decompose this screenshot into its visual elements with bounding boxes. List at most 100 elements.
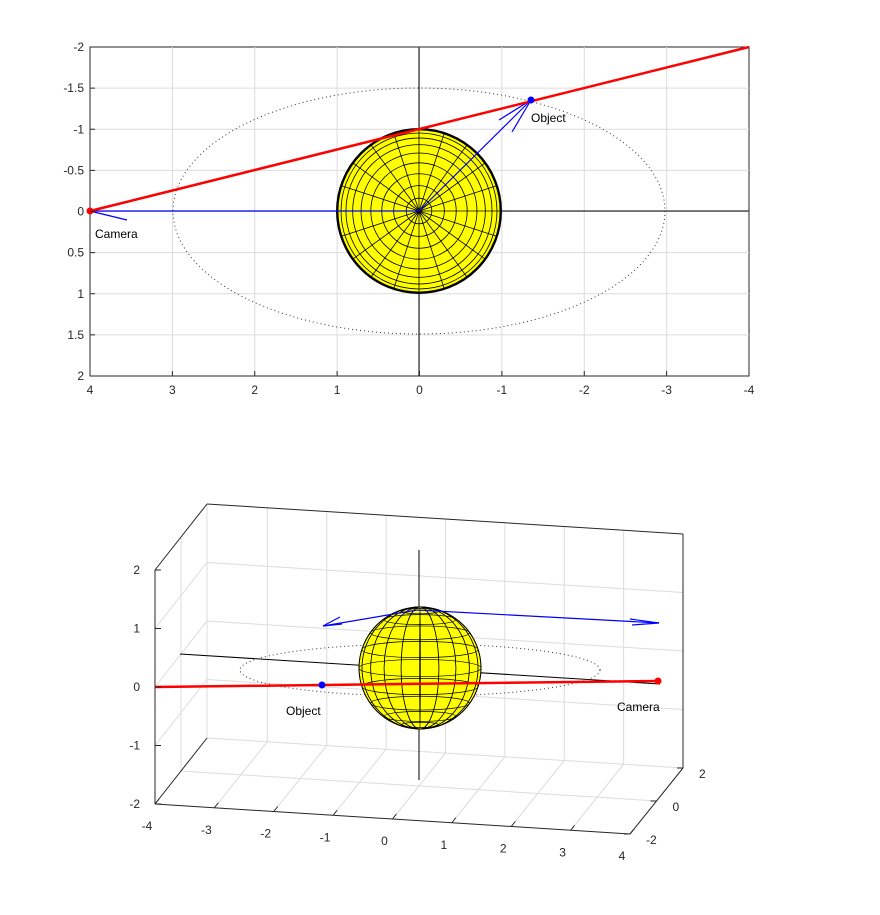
top-sphere-meridian [352,210,420,260]
top-sphere-meridian [393,132,420,212]
bottom-grid-floor-mid [180,770,658,802]
bottom-z-tick-label: -2 [129,797,140,811]
top-sphere-meridian [370,144,420,212]
bottom-object-label: Object [286,704,321,718]
top-sphere-meridian [352,162,420,212]
bottom-object-arrowhead-a [322,616,341,627]
top-orbit-ellipse [172,87,666,335]
top-y-tick-label: -2 [73,40,84,54]
bottom-x-tick-label: -4 [142,819,153,833]
top-x-tick-label: -1 [497,383,508,397]
bottom-box-back-top-edge [206,503,684,535]
bottom-x-tick-mark [273,806,279,812]
top-sphere-meridian [418,144,468,212]
top-sphere-meridian [340,185,420,212]
bottom-camera-point [654,677,662,685]
bottom-sight-line [154,679,660,689]
bottom-z-tick-labels: 2 1 0 -1 -2 [129,563,161,811]
bottom-x-tick-label: 3 [559,845,566,859]
top-sphere-meridian [418,210,486,260]
bottom-z-tick-label: -1 [129,739,140,753]
bottom-x-tick-label: -1 [320,830,331,844]
bottom-grid-floor-back-edge [206,737,684,769]
top-axes: Camera Object 4 3 2 1 0 -1 -2 -3 -4 -2 -1.5 -1 -0.5… [63,40,754,397]
bottom-x-tick-mark [392,813,397,820]
top-sphere-meridian [418,185,498,212]
top-object-label: Object [531,111,566,125]
bottom-grid [154,504,684,831]
bottom-y-tick-label: 2 [699,767,706,781]
bottom-x-tick-mark [451,817,457,824]
top-sphere-meridian [393,210,420,290]
top-x-tick-label: -2 [579,383,590,397]
bottom-sphere-parallel [370,625,470,641]
top-y-tick-label: 0 [77,205,84,219]
top-sphere-meridian [418,132,445,212]
bottom-x-tick-mark [570,824,576,831]
bottom-sphere-parallel [370,695,470,711]
bottom-sphere-outline [358,606,482,730]
bottom-camera-arrowhead-b [631,622,660,626]
top-y-tick-label: 1.5 [67,328,84,342]
top-sphere-meridian [418,210,468,278]
bottom-z-tick-label: 1 [133,622,140,636]
top-x-tick-label: -3 [661,383,672,397]
bottom-camera-arrowhead-a [629,618,660,624]
top-sight-line [89,45,750,213]
bottom-box-bottom-left-edge [154,737,208,805]
bottom-x-tick-label: 2 [500,842,507,856]
bottom-x-tick-label: -2 [260,827,271,841]
top-camera-label: Camera [95,227,138,241]
bottom-y-tick-labels: 2 0 -2 [624,767,706,847]
top-object-vector [418,99,532,212]
bottom-x-tick-label: 0 [381,834,388,848]
bottom-x-tick-mark [510,821,516,827]
bottom-camera-vector [416,609,660,624]
top-sphere-meridian [418,162,486,212]
top-camera-arrowhead [89,210,128,221]
top-x-tick-label: 1 [334,383,341,397]
bottom-object-vector [322,609,418,627]
bottom-z-tick-label: 2 [133,563,140,577]
bottom-x-tick-label: 1 [441,838,448,852]
top-sphere-meridian [418,210,498,237]
bottom-y-tick-label: 0 [673,800,680,814]
top-y-tick-label: 2 [77,369,84,383]
top-y-tick-labels: -2 -1.5 -1 -0.5 0 0.5 1 1.5 2 [63,40,95,383]
top-x-tick-labels: 4 3 2 1 0 -1 -2 -3 -4 [87,371,755,397]
bottom-x-tick-labels: -4 -3 -2 -1 0 1 2 3 4 [142,798,635,863]
bottom-box-top-left-edge [154,503,208,571]
bottom-grid-back-hline [206,562,684,593]
top-x-tick-label: 3 [169,383,176,397]
top-object-arrowhead-right [511,99,532,133]
bottom-object-arrowhead-b [322,623,343,627]
top-y-tick-label: -1.5 [63,81,84,95]
bottom-x-tick-mark [213,802,219,809]
top-x-tick-label: 4 [87,383,94,397]
bottom-x-tick-mark [332,809,338,816]
bottom-axes-3d: Object Camera -4 -3 -2 -1 0 1 2 3 4 2 0 -2 2 1 0 -1 -2 [129,503,706,863]
bottom-x-tick-label: -3 [201,823,212,837]
bottom-x-tick-mark [629,828,635,835]
top-y-tick-label: -0.5 [63,163,84,177]
top-x-tick-label: 0 [416,383,423,397]
top-sphere-meridian [418,210,445,290]
bottom-z-tick-label: 0 [133,680,140,694]
bottom-sphere [358,606,482,730]
top-object-point [527,96,535,104]
top-y-tick-label: 0.5 [67,246,84,260]
bottom-y-tick-label: -2 [646,833,657,847]
top-y-tick-label: -1 [73,122,84,136]
bottom-x-tick-mark [154,798,160,805]
bottom-sphere-meridian [361,606,479,730]
top-y-tick-label: 1 [77,287,84,301]
top-sphere-meridian [370,210,420,278]
bottom-x-tick-label: 4 [619,849,626,863]
top-x-tick-label: 2 [251,383,258,397]
top-sphere-meridian [340,210,420,237]
bottom-camera-label: Camera [617,700,660,714]
bottom-orbit-ellipse [239,643,601,697]
bottom-object-point [318,681,326,689]
top-x-tick-label: -4 [744,383,755,397]
